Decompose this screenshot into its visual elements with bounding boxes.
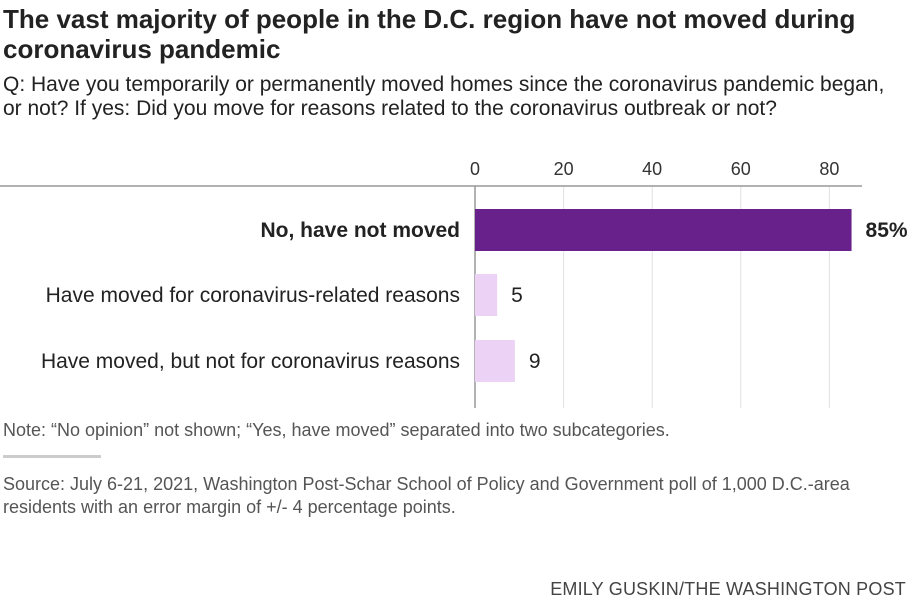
bar	[475, 209, 852, 251]
value-label: 85%	[866, 219, 908, 242]
chart-note: Note: “No opinion” not shown; “Yes, have…	[3, 420, 670, 440]
category-label: No, have not moved	[260, 219, 460, 242]
value-label: 5	[511, 284, 523, 307]
value-label: 9	[529, 350, 541, 373]
divider	[3, 455, 101, 458]
chart-credit: EMILY GUSKIN/THE WASHINGTON POST	[550, 579, 906, 599]
bar	[475, 274, 498, 316]
chart-title: The vast majority of people in the D.C. …	[3, 4, 856, 64]
bar-chart: 0 20 40 60 80 No, have not moved 85% Have move…	[0, 159, 908, 408]
x-tick-label: 40	[642, 159, 662, 179]
category-label: Have moved, but not for coronavirus reas…	[41, 350, 460, 373]
category-label: Have moved for coronavirus-related reaso…	[46, 284, 460, 307]
chart-source: Source: July 6-21, 2021, Washington Post…	[3, 474, 850, 517]
bar	[475, 340, 515, 382]
x-tick-label: 0	[470, 159, 480, 179]
survey-question: Q: Have you temporarily or permanently m…	[3, 73, 885, 120]
x-tick-label: 60	[731, 159, 751, 179]
x-tick-label: 80	[819, 159, 839, 179]
x-tick-label: 20	[554, 159, 574, 179]
